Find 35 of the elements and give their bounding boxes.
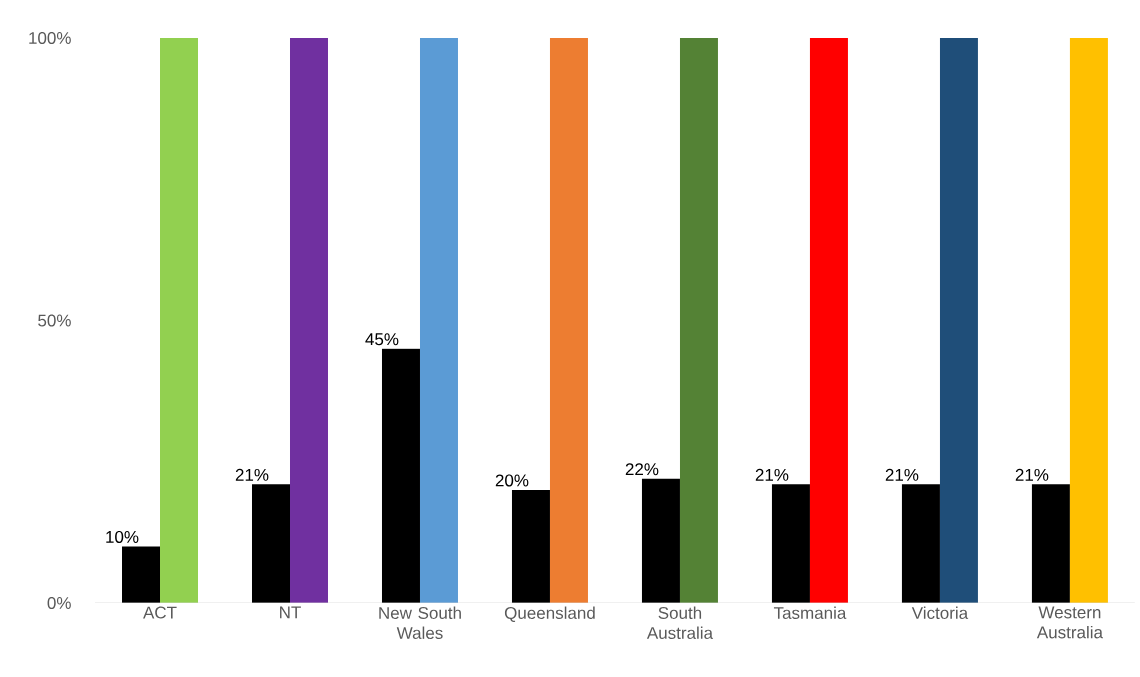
bar: [381, 348, 420, 603]
data-label: 22%: [625, 463, 659, 476]
x-tick-label: NT: [280, 606, 301, 619]
x-tick-label: Queensland: [504, 606, 595, 623]
bar: [1069, 37, 1108, 603]
data-label: 45%: [365, 333, 399, 346]
x-tick-label: South Australia: [646, 606, 714, 640]
bar: [419, 37, 458, 603]
x-tick-label: ACT: [143, 606, 177, 619]
x-tick-label: Western Australia: [1036, 606, 1103, 639]
y-tick-label: 0%: [47, 596, 71, 610]
data-label: 10%: [106, 530, 139, 543]
bar: [901, 484, 940, 603]
bar: [122, 546, 161, 603]
bar: [549, 37, 588, 603]
bar: [160, 37, 199, 603]
x-tick-label: Victoria: [911, 606, 969, 620]
bar: [641, 478, 680, 603]
y-tick-label: 100%: [29, 31, 71, 45]
data-label: 20%: [495, 474, 529, 487]
data-label: 21%: [885, 468, 919, 481]
bar: [939, 37, 978, 603]
bar: [771, 484, 810, 603]
y-tick-label: 50%: [38, 314, 71, 327]
bar: [679, 37, 718, 603]
bar: [290, 37, 328, 603]
x-tick-label: Tasmania: [773, 606, 847, 620]
bar: [252, 484, 290, 603]
data-label: 21%: [235, 468, 269, 481]
bar: [809, 37, 848, 603]
x-tick-label: New South Wales: [379, 606, 461, 640]
data-label: 21%: [1015, 468, 1049, 481]
data-label: 21%: [755, 468, 789, 481]
bar: [1031, 484, 1070, 603]
bar: [511, 489, 550, 603]
